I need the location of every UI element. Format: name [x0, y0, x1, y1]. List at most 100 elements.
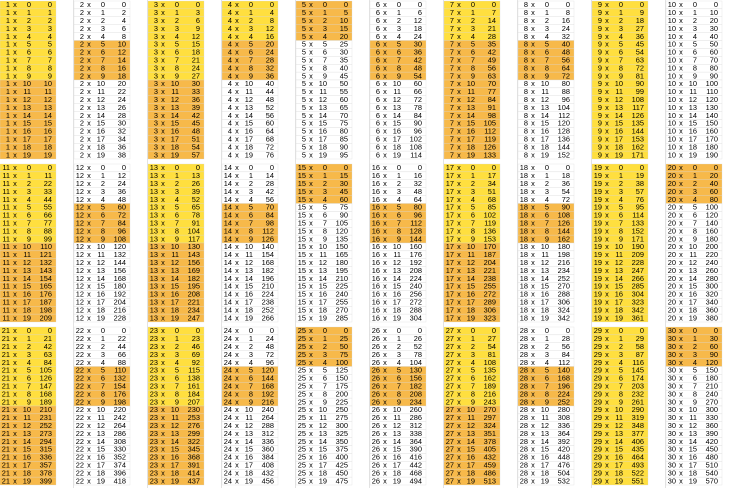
- factor: 3: [154, 119, 158, 128]
- product: 220: [706, 250, 718, 259]
- times-sign: x: [605, 282, 609, 291]
- times-sign: x: [679, 234, 683, 243]
- multiplier: 19: [245, 150, 253, 159]
- multiplier: 10: [171, 405, 179, 414]
- times-sign: x: [235, 127, 239, 136]
- times-sign: x: [605, 63, 609, 72]
- multiplier: 8: [175, 226, 179, 235]
- factor: 28: [520, 397, 528, 406]
- product: 34: [488, 179, 496, 188]
- multiplier: 11: [23, 250, 31, 259]
- times-sign: x: [13, 313, 17, 322]
- multiplier: 3: [545, 350, 549, 359]
- factor: 8: [524, 71, 528, 80]
- factor: 15: [298, 171, 306, 180]
- factor: 6: [376, 56, 380, 65]
- factor: 18: [520, 203, 528, 212]
- factor: 18: [520, 234, 528, 243]
- cell-fill: [0, 313, 57, 323]
- times-sign: x: [605, 437, 609, 446]
- product: 126: [632, 111, 644, 120]
- product: 50: [340, 342, 348, 351]
- product: 156: [410, 374, 422, 383]
- multiplier: 11: [615, 250, 623, 259]
- times-sign: x: [383, 87, 387, 96]
- times-sign: x: [13, 71, 17, 80]
- factor: 22: [76, 374, 84, 383]
- factor: 4: [228, 111, 232, 120]
- product: 63: [636, 56, 644, 65]
- times-sign: x: [531, 16, 535, 25]
- times-sign: x: [605, 305, 609, 314]
- product: 24: [266, 48, 274, 57]
- times-sign: x: [679, 179, 683, 188]
- multiplier: 16: [541, 127, 549, 136]
- product: 459: [484, 461, 496, 470]
- times-sign: x: [161, 476, 165, 485]
- cell-fill: [369, 313, 427, 323]
- multiplier: 0: [323, 326, 327, 335]
- product: 70: [710, 56, 718, 65]
- product: 58: [636, 342, 644, 351]
- multiplier: 9: [471, 71, 475, 80]
- product: 28: [488, 32, 496, 41]
- multiplier: 17: [393, 298, 401, 307]
- factor: 23: [150, 468, 158, 477]
- multiplier: 16: [245, 453, 253, 462]
- times-sign: x: [605, 234, 609, 243]
- product: 105: [336, 219, 348, 228]
- factor: 3: [154, 40, 158, 49]
- factor: 28: [520, 382, 528, 391]
- product: 0: [714, 0, 718, 9]
- product: 11: [44, 87, 52, 96]
- factor: 3: [154, 87, 158, 96]
- factor: 12: [76, 226, 84, 235]
- factor: 28: [520, 326, 528, 335]
- product: 207: [188, 397, 200, 406]
- factor: 10: [668, 71, 676, 80]
- product: 68: [266, 135, 274, 144]
- product: 91: [488, 103, 496, 112]
- times-sign: x: [383, 334, 387, 343]
- factor: 6: [376, 8, 380, 17]
- multiplier: 6: [249, 374, 253, 383]
- times-sign: x: [605, 8, 609, 17]
- factor: 14: [224, 258, 232, 267]
- times-sign: x: [457, 234, 461, 243]
- product: 23: [192, 334, 200, 343]
- times-sign: x: [605, 250, 609, 259]
- multiplier: 1: [471, 334, 475, 343]
- cell-fill: [591, 313, 649, 323]
- multiplier: 7: [545, 382, 549, 391]
- product: 260: [706, 266, 718, 275]
- factor: 21: [2, 366, 10, 375]
- multiplier: 8: [249, 63, 253, 72]
- factor: 21: [2, 437, 10, 446]
- product: 368: [188, 453, 200, 462]
- product: 132: [40, 258, 52, 267]
- times-sign: x: [161, 468, 165, 477]
- multiplier: 10: [615, 79, 623, 88]
- times-sign: x: [309, 313, 313, 322]
- factor: 7: [450, 79, 454, 88]
- times-sign: x: [161, 282, 165, 291]
- factor: 4: [228, 87, 232, 96]
- factor: 11: [2, 211, 10, 220]
- times-sign: x: [161, 56, 165, 65]
- factor: 5: [302, 24, 306, 33]
- factor: 2: [80, 0, 84, 9]
- multiplier: 19: [171, 476, 179, 485]
- factor: 28: [520, 389, 528, 398]
- factor: 9: [598, 32, 602, 41]
- multiplier: 7: [471, 382, 475, 391]
- times-sign: x: [605, 266, 609, 275]
- multiplier: 7: [27, 56, 31, 65]
- multiplier: 15: [171, 119, 179, 128]
- product: 66: [118, 350, 126, 359]
- product: 513: [484, 476, 496, 485]
- product: 16: [414, 171, 422, 180]
- product: 182: [262, 266, 274, 275]
- times-sign: x: [87, 40, 91, 49]
- multiplier: 0: [175, 0, 179, 9]
- product: 165: [336, 250, 348, 259]
